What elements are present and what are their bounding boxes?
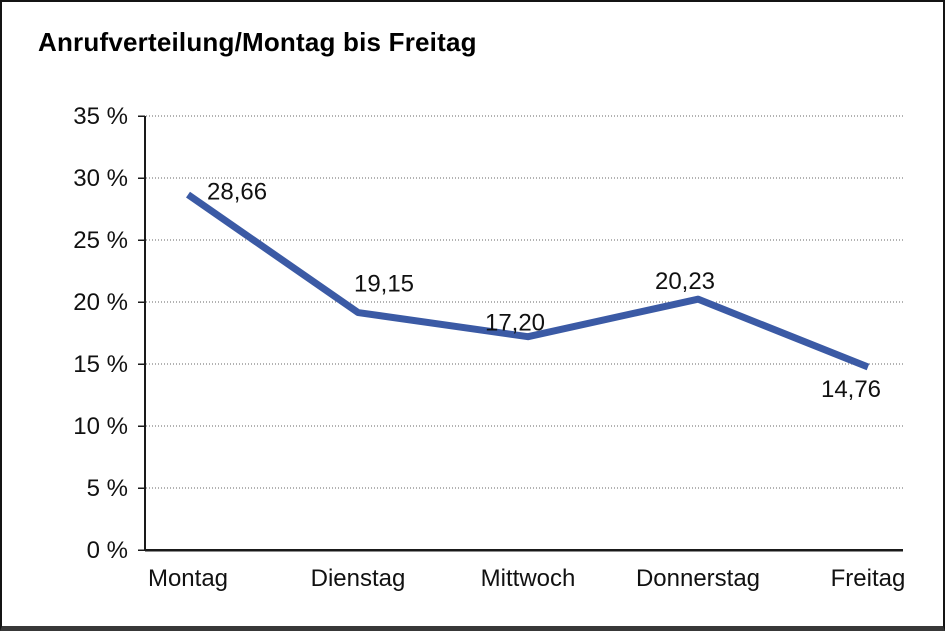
y-tick-label: 15 %: [73, 351, 128, 378]
chart-title: Anrufverteilung/Montag bis Freitag: [38, 27, 477, 57]
y-tick-label: 30 %: [73, 165, 128, 192]
y-tick-label: 5 %: [87, 475, 128, 502]
data-point-label: 17,20: [485, 310, 545, 337]
y-tick-label: 20 %: [73, 289, 128, 316]
y-tick-label: 10 %: [73, 413, 128, 440]
x-category-label: Donnerstag: [636, 565, 760, 592]
y-tick-label: 25 %: [73, 227, 128, 254]
data-point-label: 14,76: [821, 376, 881, 403]
y-tick-label: 35 %: [73, 103, 128, 130]
data-point-label: 28,66: [207, 179, 267, 206]
x-category-label: Montag: [148, 565, 228, 592]
data-point-label: 20,23: [655, 268, 715, 295]
x-category-label: Freitag: [831, 565, 906, 592]
y-tick-label: 0 %: [87, 537, 128, 564]
x-category-label: Dienstag: [311, 565, 406, 592]
data-point-label: 19,15: [354, 271, 414, 298]
data-line: [186, 191, 870, 371]
x-category-label: Mittwoch: [481, 565, 576, 592]
